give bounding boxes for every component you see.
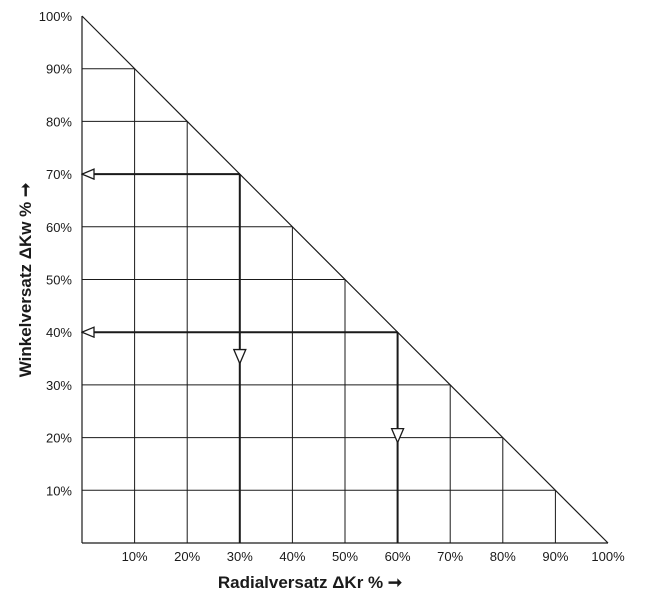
tick-labels: 10% 20% 30% 40% 50% 60% 70% 80% 90% 100% 10% 20% 30%… [39,9,625,564]
y-tick-label: 40% [46,325,72,340]
y-tick-label: 30% [46,378,72,393]
x-tick-label: 10% [122,549,148,564]
y-axis-label: Winkelversatz ΔKw % ➞ [16,183,35,377]
example-arrows [82,174,405,543]
limit-line [81,15,609,544]
axes [81,16,608,544]
y-tick-label: 50% [46,273,72,288]
y-tick-label: 10% [46,483,72,498]
x-tick-label: 20% [174,549,200,564]
y-tick-label: 60% [46,220,72,235]
x-axis-label: Radialversatz ΔKr % ➞ [218,573,402,592]
x-tick-label: 50% [332,549,358,564]
y-tick-label: 90% [46,62,72,77]
limit-line-group [81,15,609,544]
x-tick-label: 30% [227,549,253,564]
x-tick-label: 90% [542,549,568,564]
y-tick-label: 100% [39,9,73,24]
x-tick-label: 70% [437,549,463,564]
x-tick-label: 60% [385,549,411,564]
y-tick-label: 70% [46,167,72,182]
y-tick-label: 80% [46,114,72,129]
grid [82,68,556,543]
example-2-down-arrowhead [390,427,405,445]
x-tick-label: 40% [279,549,305,564]
x-tick-label: 80% [490,549,516,564]
example-1-down-arrowhead [232,348,247,366]
y-tick-label: 20% [46,431,72,446]
x-tick-label: 100% [591,549,625,564]
